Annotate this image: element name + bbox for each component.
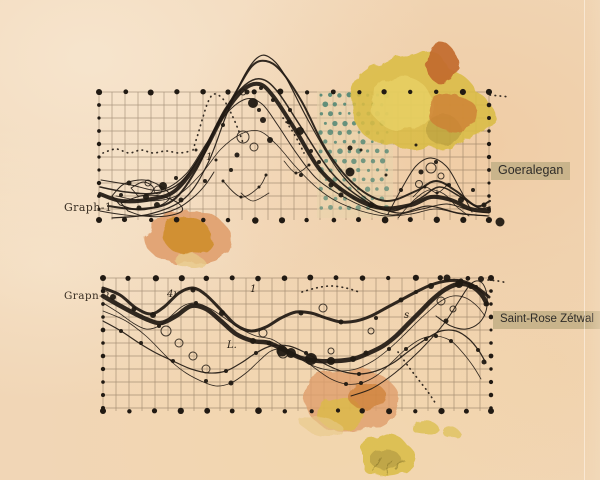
svg-text:4ı: 4ı bbox=[166, 289, 177, 300]
graph1-label: Graph-1 bbox=[64, 201, 113, 214]
left-pale-fringe bbox=[172, 253, 205, 268]
gold-tassel-olive bbox=[372, 450, 401, 471]
sienna-blob-top bbox=[426, 43, 457, 85]
gold-fleck-1 bbox=[410, 419, 438, 434]
right-edge-strip bbox=[585, 0, 600, 480]
svg-text:1: 1 bbox=[206, 152, 212, 163]
paint-splotches bbox=[144, 43, 494, 477]
gold-fleck-2 bbox=[443, 427, 460, 438]
tag-saint-rose-zetwal: Saint-Rose Zétwal bbox=[493, 311, 600, 329]
tassel-strokes bbox=[373, 457, 403, 475]
gold-leaf-highlight bbox=[369, 75, 433, 131]
bottom-orange-patch bbox=[348, 382, 386, 411]
bottom-pale-fringe bbox=[299, 416, 343, 436]
ink-drawing: 1 4ı 1 L. s bbox=[96, 54, 511, 415]
left-mustard-center bbox=[162, 217, 213, 255]
svg-text:1: 1 bbox=[250, 284, 256, 295]
right-edge-seam bbox=[584, 0, 585, 480]
orange-patch-in-gold bbox=[427, 93, 478, 131]
svg-text:s: s bbox=[404, 310, 409, 321]
graph2-label: Grapn-2 bbox=[64, 290, 111, 302]
graph-grids bbox=[98, 91, 491, 411]
tag-goeralegan: Goeralegan bbox=[491, 162, 571, 180]
svg-text:L.: L. bbox=[226, 340, 237, 351]
